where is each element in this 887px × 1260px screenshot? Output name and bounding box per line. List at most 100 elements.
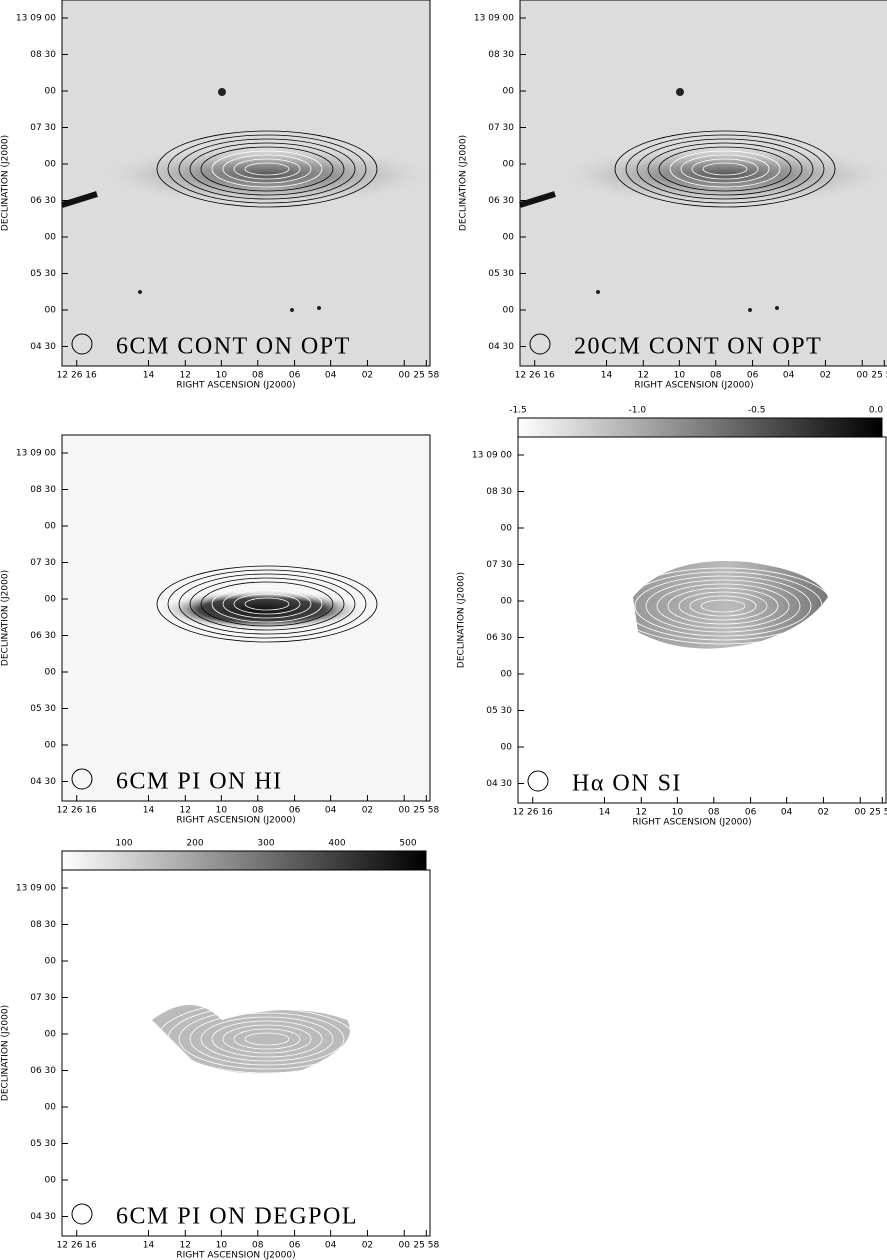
beam xyxy=(527,770,549,792)
contour xyxy=(614,130,836,208)
frame xyxy=(61,434,431,802)
x-tick-label: 25 58 xyxy=(413,1241,439,1251)
y-tick-label: 00 xyxy=(503,87,515,97)
y-tick-label: 08 30 xyxy=(30,485,56,495)
y-tick-label: 04 30 xyxy=(30,342,56,352)
x-tick-label: 02 xyxy=(820,371,831,381)
x-tick-label: 00 xyxy=(399,371,411,381)
y-tick-label: 00 xyxy=(501,524,513,534)
x-tick-label: 02 xyxy=(362,371,373,381)
x-tick-label: 12 xyxy=(638,371,649,381)
contour xyxy=(702,162,748,176)
star xyxy=(317,306,321,310)
x-tick-label: 12 26 16 xyxy=(515,371,555,381)
y-tick-label: 00 xyxy=(45,233,57,243)
contour xyxy=(178,573,356,635)
streak xyxy=(61,191,98,208)
y-tick-label: 08 30 xyxy=(486,487,512,497)
contour xyxy=(656,583,790,629)
x-tick-label: 08 xyxy=(710,371,722,381)
y-tick-label: 07 30 xyxy=(488,123,514,133)
contour xyxy=(200,581,334,627)
contour xyxy=(211,1020,323,1058)
y-axis-label: DECLINATION (J2000) xyxy=(1,570,11,666)
contour xyxy=(634,575,812,637)
contour xyxy=(691,158,759,180)
contour xyxy=(700,599,746,613)
x-tick-label: 04 xyxy=(783,371,795,381)
panel: 6CM PI ON HI 13 09 00 08 30 00 07 30 00 06 30 0… xyxy=(1,434,439,826)
contour xyxy=(669,150,781,188)
x-tick-label: 14 xyxy=(143,371,155,381)
contour xyxy=(689,595,757,617)
x-tick-label: 10 xyxy=(672,808,684,818)
x-tick-label: 25 58 xyxy=(869,808,887,818)
y-tick-label: 00 xyxy=(501,743,513,753)
contour xyxy=(678,591,768,621)
y-axis-label: DECLINATION (J2000) xyxy=(1,1005,11,1101)
x-tick-label: 25 58 xyxy=(413,371,439,381)
x-tick-label: 06 xyxy=(745,808,757,818)
contour xyxy=(156,565,378,643)
contour xyxy=(680,154,770,184)
panel: 6CM CONT ON OPT 13 09 00 08 30 00 07 30 00 06 … xyxy=(1,0,439,391)
streak xyxy=(519,191,556,208)
y-tick-label: 04 30 xyxy=(486,779,512,789)
contour xyxy=(167,1004,367,1074)
colorbar-label: 200 xyxy=(186,839,203,849)
x-tick-label: 00 xyxy=(857,371,869,381)
y-tick-label: 06 30 xyxy=(488,196,514,206)
y-tick-label: 07 30 xyxy=(30,558,56,568)
y-tick-label: 00 xyxy=(45,741,57,751)
x-tick-label: 08 xyxy=(252,806,264,816)
x-tick-label: 12 xyxy=(180,806,191,816)
x-tick-label: 06 xyxy=(289,1241,301,1251)
colorbar xyxy=(61,850,427,871)
colorbar-label: 400 xyxy=(328,839,345,849)
contour xyxy=(189,142,345,196)
x-axis-label: RIGHT ASCENSION (J2000) xyxy=(176,1251,295,1260)
star xyxy=(676,88,684,96)
y-axis-label: DECLINATION (J2000) xyxy=(459,135,469,231)
y-tick-label: 05 30 xyxy=(30,704,56,714)
y-axis-label: DECLINATION (J2000) xyxy=(1,135,11,231)
contour xyxy=(189,577,345,631)
x-tick-label: 00 xyxy=(399,1241,411,1251)
x-tick-label: 12 xyxy=(180,371,191,381)
x-tick-label: 00 xyxy=(855,808,867,818)
x-tick-label: 14 xyxy=(601,371,613,381)
degpol-map xyxy=(152,1005,350,1074)
star xyxy=(775,306,779,310)
y-tick-label: 13 09 00 xyxy=(16,884,56,894)
y-tick-label: 00 xyxy=(503,160,515,170)
contour xyxy=(658,146,792,192)
y-tick-label: 13 09 00 xyxy=(472,451,512,461)
contour xyxy=(200,1016,334,1062)
x-tick-label: 02 xyxy=(362,806,373,816)
contour xyxy=(167,134,367,204)
y-tick-label: 07 30 xyxy=(486,560,512,570)
y-tick-label: 06 30 xyxy=(30,196,56,206)
y-tick-label: 05 30 xyxy=(488,269,514,279)
x-axis-label: RIGHT ASCENSION (J2000) xyxy=(176,381,295,391)
x-axis-label: RIGHT ASCENSION (J2000) xyxy=(632,818,751,828)
contour xyxy=(667,587,779,625)
contour xyxy=(200,146,334,192)
x-tick-label: 00 xyxy=(399,806,411,816)
x-tick-label: 10 xyxy=(216,806,228,816)
contour xyxy=(636,138,814,200)
y-tick-label: 06 30 xyxy=(486,633,512,643)
x-tick-label: 04 xyxy=(781,808,793,818)
contour xyxy=(645,579,801,633)
x-tick-label: 25 58 xyxy=(871,371,887,381)
x-tick-label: 04 xyxy=(325,1241,337,1251)
y-tick-label: 04 30 xyxy=(30,777,56,787)
contour xyxy=(156,1000,378,1078)
star xyxy=(596,290,600,294)
y-tick-label: 00 xyxy=(45,1176,57,1186)
x-tick-label: 12 26 16 xyxy=(57,1241,97,1251)
y-tick-label: 00 xyxy=(45,306,57,316)
x-axis-label: RIGHT ASCENSION (J2000) xyxy=(634,381,753,391)
y-axis-label: DECLINATION (J2000) xyxy=(457,572,467,668)
contour xyxy=(612,567,834,645)
